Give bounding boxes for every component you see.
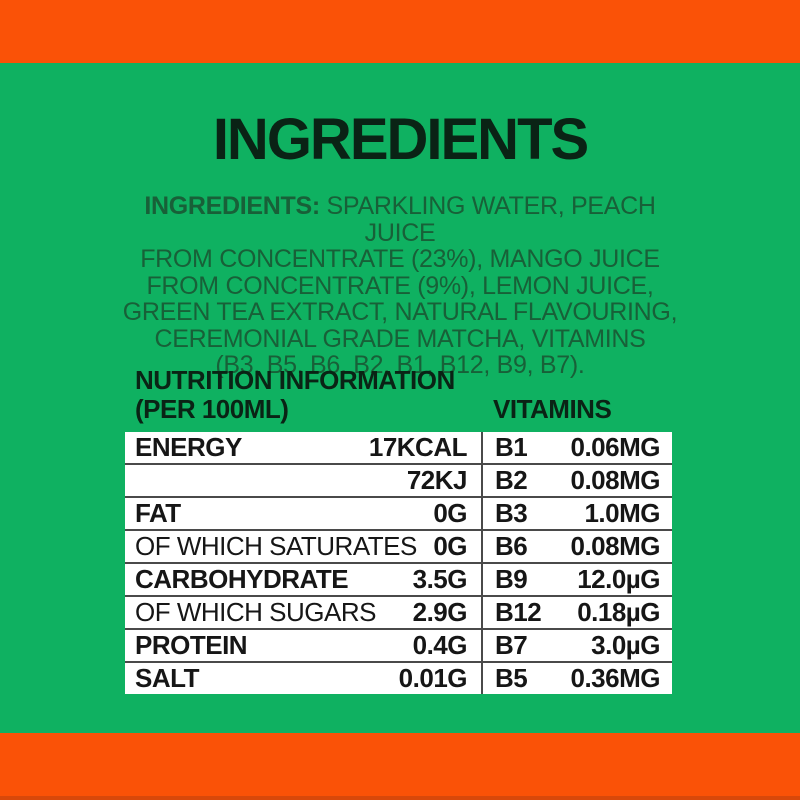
table-row: 72KJ B2 0.08MG [125, 463, 672, 496]
nutrient-section: SALT 0.01G [125, 663, 481, 694]
table-row: SALT 0.01G B5 0.36MG [125, 661, 672, 694]
vitamin-label: B1 [495, 432, 528, 462]
nutrient-section: OF WHICH SATURATES 0G [125, 531, 481, 562]
vitamin-label: B9 [495, 564, 528, 594]
vitamin-section: B7 3.0µG [481, 630, 672, 661]
ingredients-paragraph: INGREDIENTS: SPARKLING WATER, PEACH JUIC… [110, 193, 690, 379]
vitamin-value: 0.08MG [570, 531, 661, 561]
nutrient-section: ENERGY 17KCAL [125, 432, 481, 463]
vitamin-value: 0.36MG [570, 663, 661, 693]
nutrient-section: 72KJ [125, 465, 481, 496]
table-row: CARBOHYDRATE 3.5G B9 12.0µG [125, 562, 672, 595]
vitamin-section: B1 0.06MG [481, 432, 672, 463]
nutrient-section: OF WHICH SUGARS 2.9G [125, 597, 481, 628]
per-100ml-heading: (PER 100ML) VITAMINS [125, 395, 672, 424]
nutrient-label: CARBOHYDRATE [135, 564, 349, 594]
nutrition-header: NUTRITION INFORMATION (PER 100ML) VITAMI… [125, 366, 672, 424]
vitamin-label: B3 [495, 498, 528, 528]
per-100ml-text: (PER 100ML) [135, 394, 289, 424]
nutrition-table: ENERGY 17KCAL B1 0.06MG 72KJ B2 0.08MG F… [125, 432, 672, 694]
vitamin-value: 12.0µG [577, 564, 660, 594]
nutrition-information-heading: NUTRITION INFORMATION [135, 365, 455, 395]
ingredient-line-text: SPARKLING WATER, PEACH JUICE [319, 192, 656, 247]
nutrient-value: 0G [433, 531, 467, 561]
nutrient-section: CARBOHYDRATE 3.5G [125, 564, 481, 595]
nutrient-section: FAT 0G [125, 498, 481, 529]
nutrient-value: 0.01G [398, 663, 468, 693]
ingredient-line: INGREDIENTS: SPARKLING WATER, PEACH JUIC… [110, 193, 690, 246]
vitamin-section: B12 0.18µG [481, 597, 672, 628]
nutrient-value: 72KJ [406, 465, 468, 495]
vitamin-label: B6 [495, 531, 528, 561]
ingredient-line: FROM CONCENTRATE (23%), MANGO JUICE [140, 245, 660, 273]
vitamin-label: B5 [495, 663, 528, 693]
bottom-edge-strip [0, 796, 800, 800]
vitamin-section: B5 0.36MG [481, 663, 672, 694]
nutrient-value: 3.5G [412, 564, 468, 594]
table-row: PROTEIN 0.4G B7 3.0µG [125, 628, 672, 661]
ingredients-title: INGREDIENTS [212, 107, 589, 172]
nutrient-value: 0.4G [412, 630, 468, 660]
vitamin-section: B2 0.08MG [481, 465, 672, 496]
table-row: OF WHICH SATURATES 0G B6 0.08MG [125, 529, 672, 562]
vitamin-value: 1.0MG [584, 498, 660, 528]
nutrient-label: OF WHICH SATURATES [135, 531, 417, 561]
vitamin-section: B6 0.08MG [481, 531, 672, 562]
vitamin-value: 0.06MG [570, 432, 661, 462]
nutrient-label: PROTEIN [135, 630, 248, 660]
nutrient-section: PROTEIN 0.4G [125, 630, 481, 661]
vitamins-heading: VITAMINS [493, 394, 612, 424]
bottom-orange-band [0, 733, 800, 800]
vitamin-section: B3 1.0MG [481, 498, 672, 529]
nutrient-value: 0G [433, 498, 467, 528]
nutrient-value: 17KCAL [368, 432, 468, 462]
top-orange-band [0, 0, 800, 63]
table-row: ENERGY 17KCAL B1 0.06MG [125, 432, 672, 463]
vitamin-value: 0.08MG [570, 465, 661, 495]
ingredient-line: FROM CONCENTRATE (9%), LEMON JUICE, [146, 271, 654, 300]
ingredient-line: CEREMONIAL GRADE MATCHA, VITAMINS [154, 324, 646, 353]
vitamin-section: B9 12.0µG [481, 564, 672, 595]
vitamin-value: 3.0µG [591, 630, 660, 660]
ingredient-line: GREEN TEA EXTRACT, NATURAL FLAVOURING, [122, 298, 678, 326]
ingredients-label-prefix: INGREDIENTS: [144, 192, 320, 220]
vitamin-label: B12 [495, 597, 542, 627]
vitamin-label: B7 [495, 630, 528, 660]
vitamin-value: 0.18µG [577, 597, 660, 627]
nutrient-label: SALT [135, 663, 199, 693]
ingredient-line: (B3, B5, B6, B2, B1, B12, B9, B7). [215, 351, 585, 379]
vitamin-label: B2 [495, 465, 528, 495]
nutrient-label: FAT [135, 498, 181, 528]
nutrient-label: ENERGY [135, 432, 242, 462]
table-row: OF WHICH SUGARS 2.9G B12 0.18µG [125, 595, 672, 628]
nutrient-value: 2.9G [412, 597, 468, 627]
table-row: FAT 0G B3 1.0MG [125, 496, 672, 529]
nutrient-label: OF WHICH SUGARS [135, 597, 376, 627]
